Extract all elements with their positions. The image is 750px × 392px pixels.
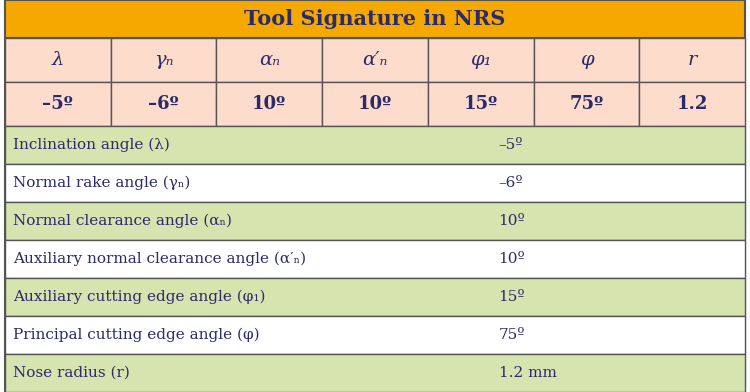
Bar <box>5 38 111 82</box>
Bar <box>111 38 217 82</box>
Text: γₙ: γₙ <box>154 51 173 69</box>
Text: –5º: –5º <box>43 95 74 113</box>
Text: Auxiliary normal clearance angle (α′ₙ): Auxiliary normal clearance angle (α′ₙ) <box>13 252 306 266</box>
Bar <box>639 82 745 126</box>
Bar <box>322 38 428 82</box>
Bar <box>5 316 745 354</box>
Text: 1.2: 1.2 <box>676 95 708 113</box>
Text: 10º: 10º <box>252 95 286 113</box>
Text: Normal clearance angle (αₙ): Normal clearance angle (αₙ) <box>13 214 232 228</box>
Bar <box>5 240 745 278</box>
Text: φ₁: φ₁ <box>470 51 491 69</box>
Text: 75º: 75º <box>569 95 604 113</box>
Text: Inclination angle (λ): Inclination angle (λ) <box>13 138 170 152</box>
Bar <box>217 82 322 126</box>
Text: Nose radius (r): Nose radius (r) <box>13 366 130 380</box>
Text: 15º: 15º <box>464 95 498 113</box>
Text: –5º: –5º <box>499 138 523 152</box>
Text: 1.2 mm: 1.2 mm <box>499 366 556 380</box>
Text: Tool Signature in NRS: Tool Signature in NRS <box>244 9 506 29</box>
Text: λ: λ <box>52 51 64 69</box>
Text: αₙ: αₙ <box>259 51 280 69</box>
Text: 10º: 10º <box>499 214 525 228</box>
Bar <box>5 202 745 240</box>
Bar <box>5 82 111 126</box>
Bar <box>322 82 428 126</box>
Text: –6º: –6º <box>499 176 523 190</box>
Text: –6º: –6º <box>148 95 179 113</box>
Bar <box>5 164 745 202</box>
Text: r: r <box>688 51 697 69</box>
Bar <box>111 82 217 126</box>
Bar <box>5 354 745 392</box>
Bar <box>5 278 745 316</box>
Text: 75º: 75º <box>499 328 525 342</box>
Bar <box>427 38 533 82</box>
Text: φ: φ <box>580 51 593 69</box>
Bar <box>639 38 745 82</box>
Bar <box>427 82 533 126</box>
Bar <box>533 82 639 126</box>
Bar <box>5 0 745 38</box>
Text: 15º: 15º <box>499 290 525 304</box>
Bar <box>5 126 745 164</box>
Text: 10º: 10º <box>499 252 525 266</box>
Text: Normal rake angle (γₙ): Normal rake angle (γₙ) <box>13 176 190 190</box>
Bar <box>217 38 322 82</box>
Text: Principal cutting edge angle (φ): Principal cutting edge angle (φ) <box>13 328 260 342</box>
Text: Auxiliary cutting edge angle (φ₁): Auxiliary cutting edge angle (φ₁) <box>13 290 266 304</box>
Text: α′ₙ: α′ₙ <box>362 51 388 69</box>
Text: 10º: 10º <box>358 95 392 113</box>
Bar <box>533 38 639 82</box>
